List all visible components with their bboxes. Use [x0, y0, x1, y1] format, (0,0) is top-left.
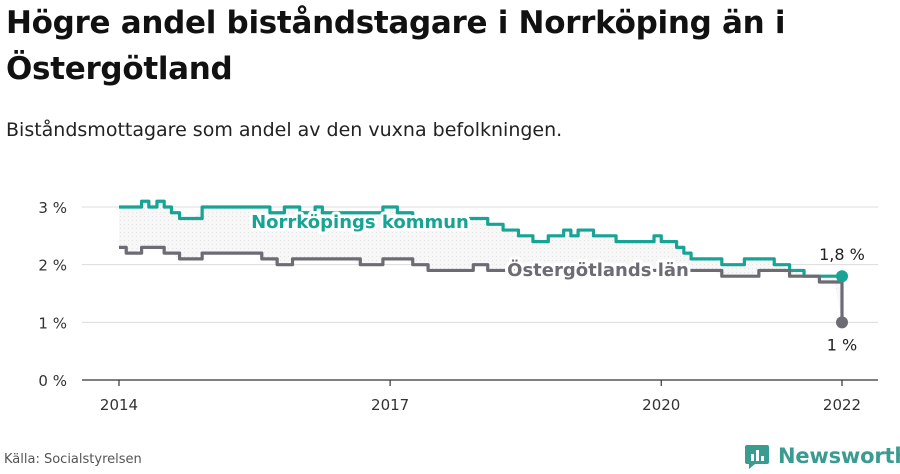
x-tick-label: 2017	[371, 396, 409, 414]
series-line-norrkoping	[119, 199, 842, 278]
chart-subtitle: Biståndsmottagare som andel av den vuxna…	[6, 119, 563, 141]
newsworthy-logo-icon	[745, 445, 769, 469]
series-label-norrkoping: Norrköpings kommun	[251, 212, 469, 233]
y-tick-label: 1 %	[38, 314, 67, 332]
y-tick-label: 2 %	[38, 257, 67, 275]
x-tick-label: 2014	[100, 396, 138, 414]
axes: 0 % 1 % 2 % 3 % 2014 2017 2020 2022	[38, 199, 878, 414]
end-point-ostergotland	[836, 316, 848, 329]
page-title: Högre andel biståndstagare i Norrköping …	[6, 5, 786, 87]
series-label-norrkoping-halo: Norrköpings kommun	[251, 212, 469, 233]
brand: Newsworthy	[744, 440, 900, 472]
series-label-ostergotland-halo: Östergötlands län	[507, 259, 689, 281]
y-tick-label: 3 %	[38, 199, 67, 217]
end-point-norrkoping	[836, 270, 848, 283]
difference-fill	[119, 201, 842, 323]
end-label-ostergotland: 1 %	[827, 335, 857, 354]
x-tick-label: 2020	[642, 396, 680, 414]
source-note: Källa: Socialstyrelsen	[4, 452, 142, 467]
y-tick-label: 0 %	[38, 372, 67, 390]
series-line-ostergotland	[119, 245, 844, 323]
series-lines	[119, 199, 848, 329]
end-label-norrkoping: 1,8 %	[819, 245, 865, 264]
difference-area	[119, 201, 842, 323]
x-tick-label: 2022	[823, 396, 861, 414]
series-label-ostergotland: Östergötlands län	[507, 259, 689, 281]
brand-name: Newsworthy	[778, 444, 900, 468]
